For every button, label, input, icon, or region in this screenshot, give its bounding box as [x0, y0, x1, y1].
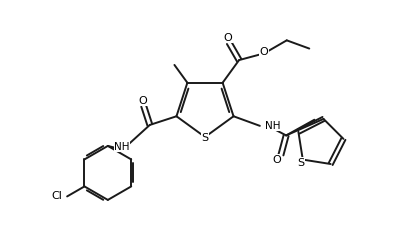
- Text: NH: NH: [265, 121, 281, 131]
- Text: Cl: Cl: [51, 191, 62, 201]
- Text: O: O: [260, 47, 269, 57]
- Text: S: S: [201, 133, 209, 143]
- Text: O: O: [138, 96, 147, 106]
- Text: O: O: [273, 155, 281, 165]
- Text: O: O: [224, 33, 232, 43]
- Text: NH: NH: [114, 142, 129, 152]
- Text: S: S: [297, 158, 304, 168]
